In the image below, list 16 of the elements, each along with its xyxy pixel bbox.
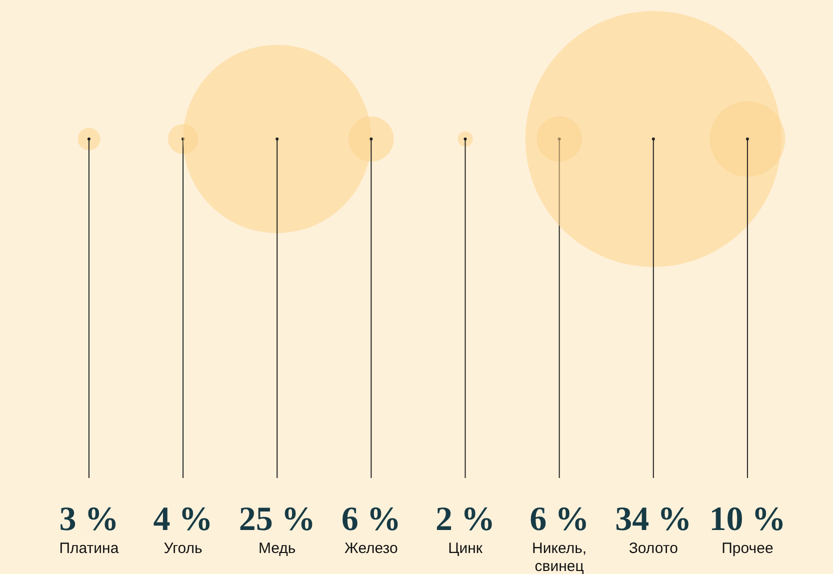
category-label: Медь [258, 540, 296, 558]
data-label: 6 % [530, 501, 590, 538]
category-label: Золото [628, 540, 678, 558]
category-label: Цинк [448, 540, 483, 558]
data-label: 10 % [709, 501, 786, 538]
data-label: 34 % [615, 501, 692, 538]
data-label: 4 % [153, 501, 213, 538]
category-label: Уголь [164, 540, 203, 558]
category-label: Никель, свинец [532, 540, 587, 574]
data-label: 25 % [238, 501, 316, 538]
data-label: 2 % [436, 501, 495, 538]
category-label: Прочее [722, 540, 774, 558]
data-label: 3 % [59, 501, 119, 538]
category-label: Платина [59, 540, 120, 558]
data-label: 6 % [341, 501, 401, 538]
category-label: Железо [344, 540, 398, 558]
